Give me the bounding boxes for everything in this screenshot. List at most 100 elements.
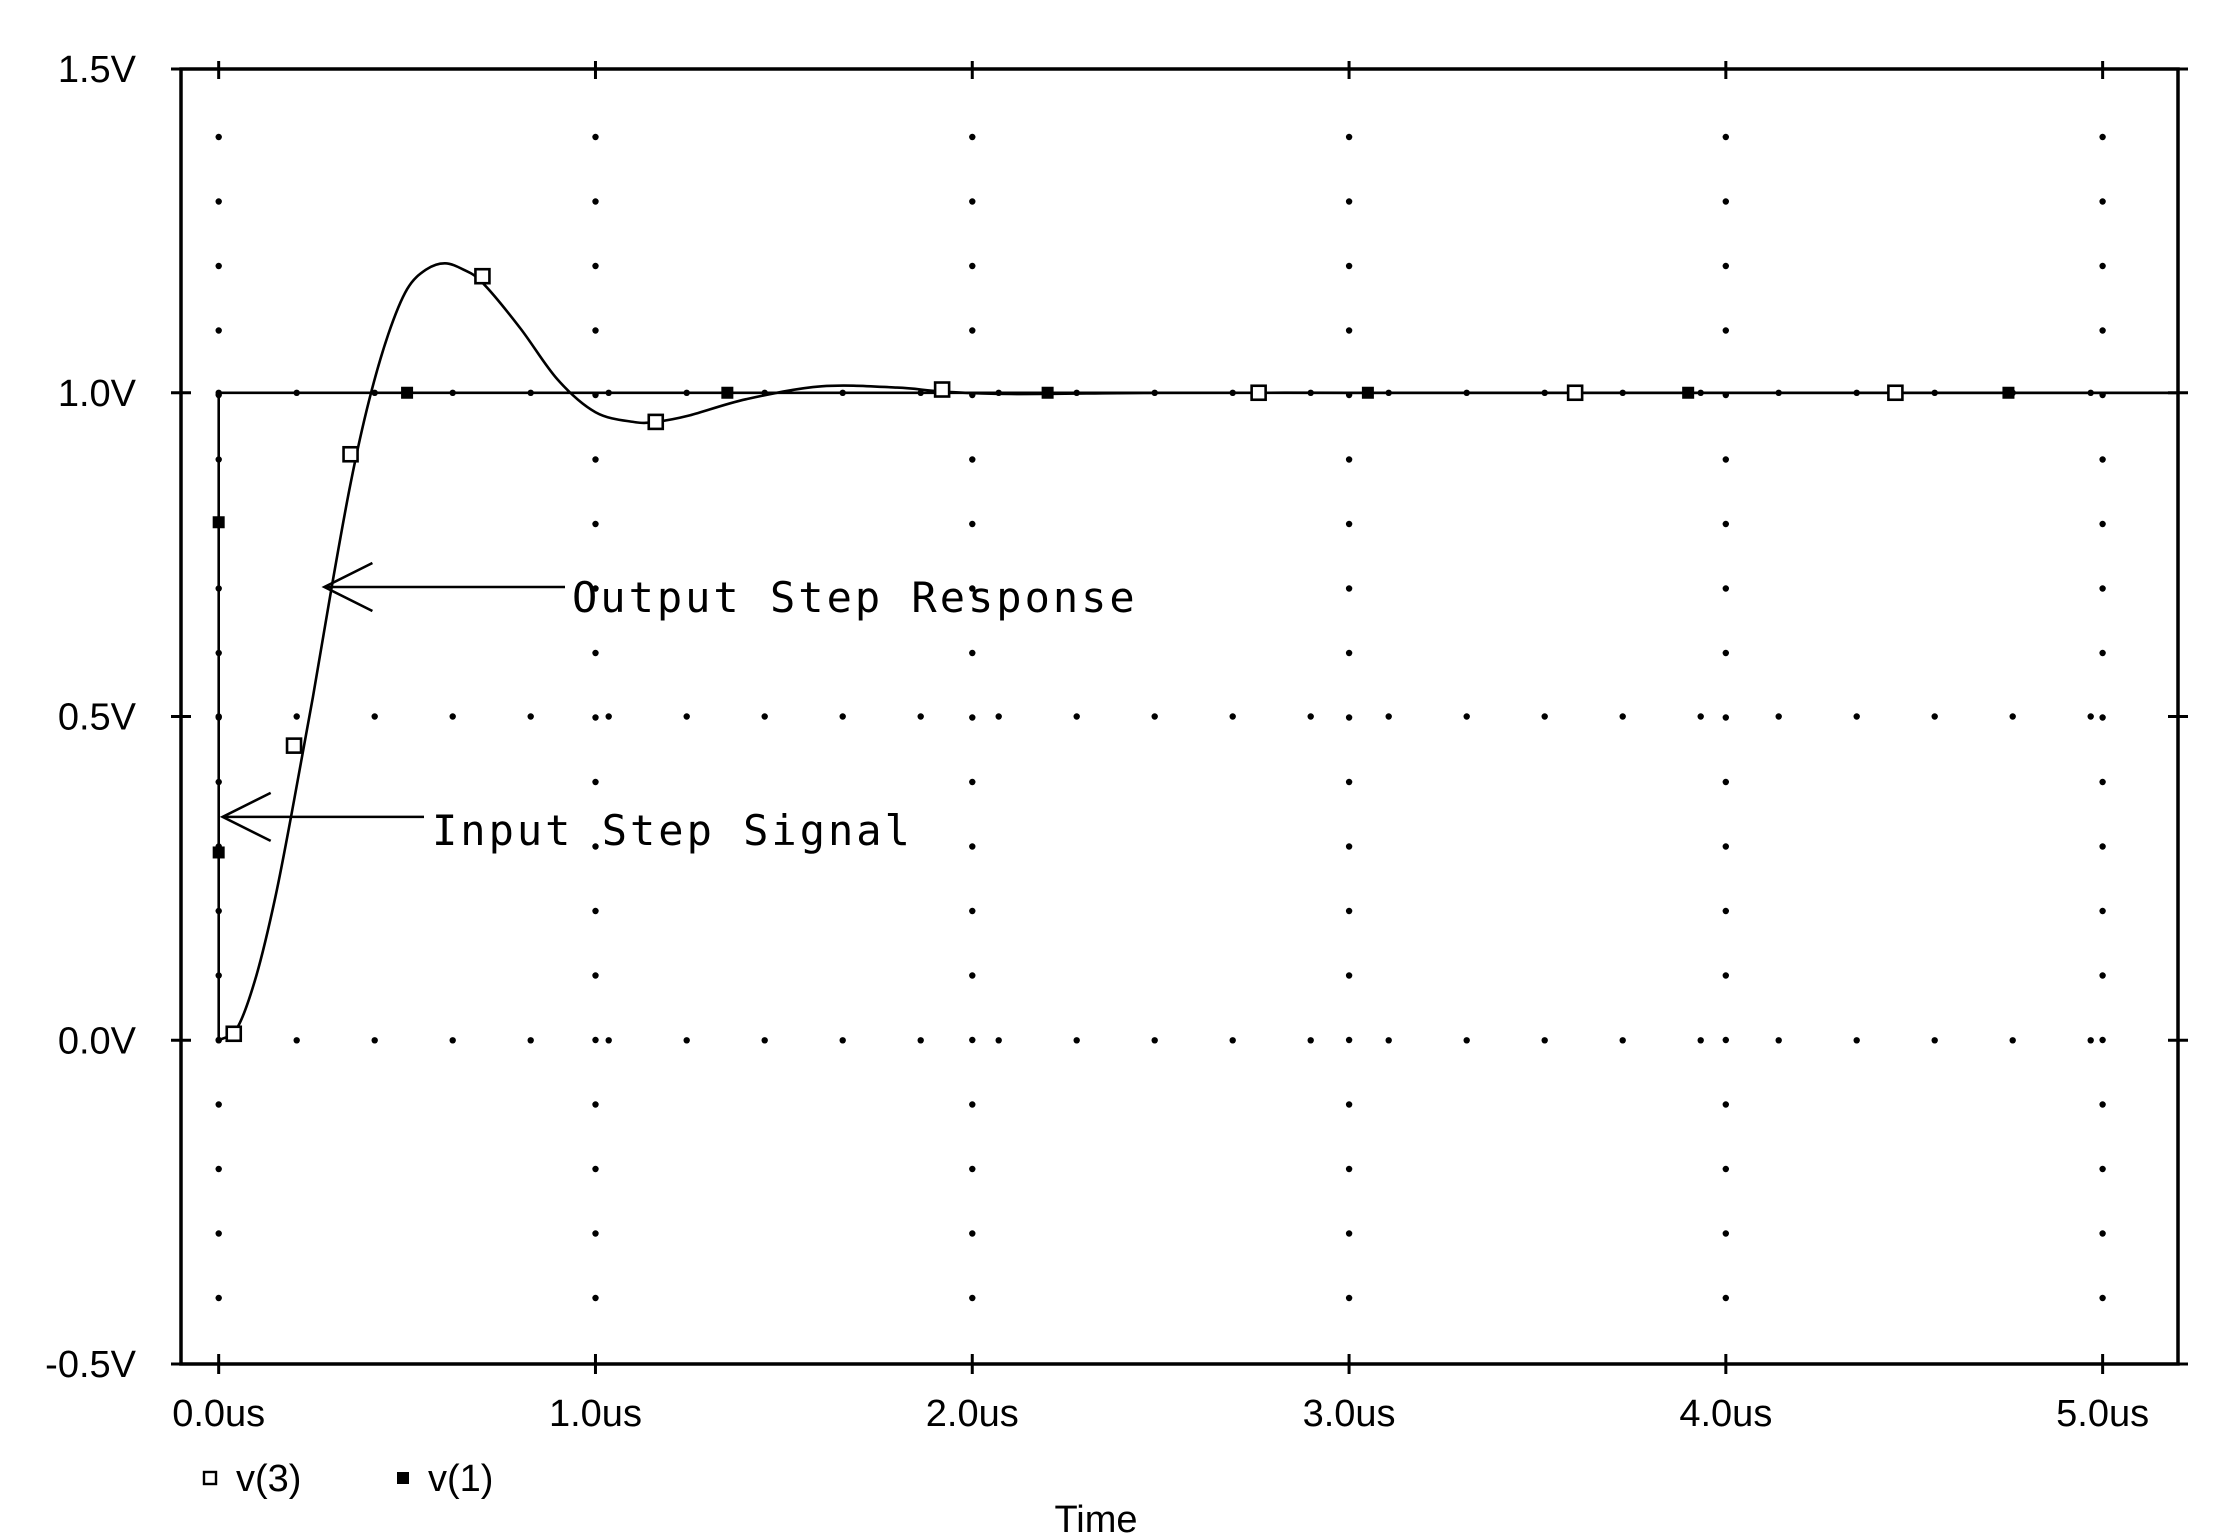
- grid-dot: [1697, 1037, 1704, 1044]
- grid-dot: [1151, 1037, 1158, 1044]
- grid-dot: [1722, 714, 1730, 721]
- x-tick-label: 5.0us: [2056, 1393, 2149, 1435]
- grid-dot: [969, 972, 976, 979]
- legend-label-v1: v(1): [428, 1458, 493, 1500]
- grid-dot: [1345, 1165, 1353, 1173]
- grid-dot: [969, 133, 976, 141]
- grid-dot: [1541, 713, 1548, 720]
- grid-dot: [2099, 198, 2106, 205]
- grid-dot: [1073, 713, 1080, 720]
- grid-dot: [2099, 1101, 2106, 1108]
- grid-dot: [1722, 262, 1730, 270]
- legend-marker-v1: [397, 1472, 409, 1484]
- grid-dot: [1722, 520, 1730, 528]
- marker-v3: [1250, 384, 1267, 402]
- grid-dot: [1307, 713, 1314, 720]
- annotations: Output Step Response Input Step Signal: [219, 561, 1135, 855]
- x-tick-label: 4.0us: [1679, 1393, 1772, 1435]
- grid-dot: [2099, 1230, 2106, 1237]
- grid-dot: [917, 713, 924, 720]
- grid-dot: [969, 1036, 976, 1044]
- x-tick-label: 2.0us: [926, 1393, 1019, 1435]
- grid-dot: [1722, 327, 1730, 334]
- grid-dot: [215, 198, 222, 205]
- marker-v1: [212, 516, 225, 529]
- grid-dot: [592, 1036, 599, 1044]
- marker-v3: [647, 413, 665, 431]
- grid-dot: [1722, 1230, 1730, 1237]
- grid-dot: [592, 327, 599, 334]
- grid-dot: [1697, 713, 1704, 720]
- grid-dot: [1722, 907, 1730, 915]
- grid-dot: [592, 520, 599, 528]
- series-line-v3: [217, 261, 2178, 1042]
- y-tick-label: 0.5V: [58, 697, 137, 739]
- grid-dot: [995, 713, 1002, 720]
- grid-dot: [1722, 1294, 1730, 1302]
- grid-dot: [1345, 327, 1353, 334]
- annotation-text: Input Step Signal: [432, 806, 913, 855]
- marker-v3: [1887, 384, 1904, 402]
- grid-dot: [1722, 1101, 1730, 1108]
- grid-dot: [592, 1294, 599, 1302]
- grid-dot: [2099, 907, 2106, 915]
- grid-dot: [1345, 778, 1353, 786]
- grid-dot: [1345, 843, 1353, 850]
- grid-dot: [592, 585, 599, 592]
- marker-v1: [2002, 386, 2015, 399]
- grid-dot: [839, 713, 846, 720]
- grid-dot: [1345, 649, 1353, 657]
- grid-dot: [215, 1101, 222, 1108]
- grid-dot: [1722, 843, 1730, 850]
- grid-dot: [1307, 1037, 1314, 1044]
- legend-label-v3: v(3): [236, 1458, 301, 1500]
- grid-dot: [527, 1037, 534, 1044]
- grid-dot: [2099, 843, 2106, 850]
- marker-v1: [1361, 386, 1374, 399]
- grid-dot: [2099, 262, 2106, 270]
- grid-dot: [2099, 1294, 2106, 1302]
- x-axis-title: Time: [1054, 1499, 1137, 1540]
- grid-dot: [2099, 133, 2106, 141]
- grid-dot: [1345, 972, 1353, 979]
- grid-dot: [995, 1037, 1002, 1044]
- grid-dot: [1722, 649, 1730, 657]
- axis-tick-labels: 0.0us 1.0us 2.0us 3.0us 4.0us 5.0us -0.5V 0.0V 0…: [45, 49, 2149, 1435]
- grid-dot: [215, 1294, 222, 1302]
- grid-dot: [1463, 713, 1470, 720]
- grid-dot: [969, 1165, 976, 1173]
- grid-dot: [969, 585, 976, 592]
- grid-dot: [1722, 198, 1730, 205]
- grid-dot: [1722, 1165, 1730, 1173]
- grid-dot: [215, 1230, 222, 1237]
- grid-dot: [969, 1101, 976, 1108]
- grid-dot: [592, 843, 599, 850]
- marker-v3: [342, 445, 359, 463]
- grid-dots: [215, 133, 2106, 1302]
- grid-dot: [2099, 1036, 2106, 1044]
- x-tick-label: 1.0us: [549, 1393, 642, 1435]
- grid-dot: [2087, 1037, 2094, 1044]
- grid-dot: [1541, 1037, 1548, 1044]
- axis-ticks: [171, 61, 2188, 1374]
- grid-dot: [592, 262, 599, 270]
- grid-dot: [683, 713, 690, 720]
- grid-dot: [2099, 520, 2106, 528]
- x-tick-label: 3.0us: [1303, 1393, 1396, 1435]
- grid-dot: [215, 133, 222, 141]
- grid-dot: [969, 843, 976, 850]
- grid-dot: [1345, 1101, 1353, 1108]
- grid-dot: [2099, 972, 2106, 979]
- grid-dot: [969, 778, 976, 786]
- grid-dot: [1775, 1037, 1782, 1044]
- legend-marker-v3: [202, 1470, 218, 1486]
- grid-dot: [1229, 1037, 1236, 1044]
- grid-dot: [1775, 713, 1782, 720]
- grid-dot: [969, 262, 976, 270]
- grid-dot: [1345, 585, 1353, 592]
- grid-dot: [1345, 714, 1353, 721]
- grid-dot: [1345, 133, 1353, 141]
- grid-dot: [1345, 1036, 1353, 1044]
- grid-dot: [592, 1230, 599, 1237]
- grid-dot: [969, 198, 976, 205]
